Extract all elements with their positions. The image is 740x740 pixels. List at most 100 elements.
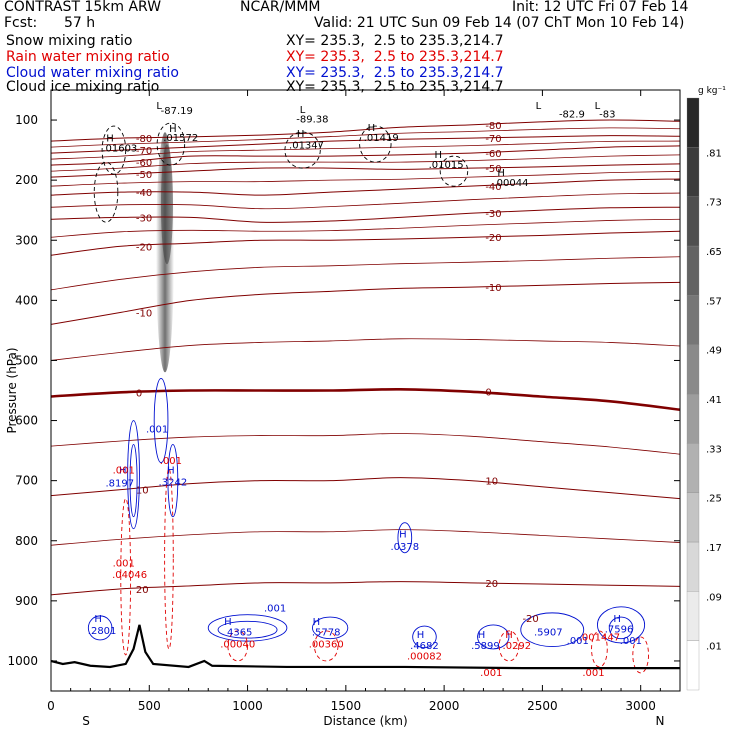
- contour-annotation: .001: [113, 559, 135, 570]
- contour-annotation: L: [536, 101, 542, 112]
- colorbar-swatch: [686, 492, 700, 543]
- legend-snow-xy: XY= 235.3, 2.5 to 235.3,214.7: [286, 33, 504, 49]
- temperature-contour-label: -80: [485, 121, 501, 132]
- contour-annotation: .04046: [112, 570, 147, 581]
- rain-contour: [120, 498, 132, 656]
- temperature-contour: [51, 230, 680, 256]
- cloud-water-contour: [608, 616, 634, 640]
- temperature-contour-label: 20: [136, 585, 149, 596]
- snow-contour: [439, 155, 469, 187]
- temperature-contour-label: -10: [136, 308, 152, 319]
- temperature-contour: [51, 178, 680, 196]
- cloud-water-contour: [412, 625, 437, 649]
- legend-cloudice-xy: XY= 235.3, 2.5 to 235.3,214.7: [286, 79, 504, 95]
- y-tick-label: 800: [15, 534, 38, 548]
- colorbar-label: .25: [706, 494, 722, 505]
- x-tick-label: 2000: [429, 699, 460, 713]
- temperature-contour-label: 10: [485, 477, 498, 488]
- temperature-contour-label: 10: [136, 486, 149, 497]
- contour-annotation: H: [497, 168, 505, 179]
- contour-annotation: H: [417, 630, 425, 641]
- temperature-contour-minor: [51, 338, 680, 361]
- contour-annotation: -87.19: [161, 106, 193, 117]
- snow-contour: [156, 122, 186, 166]
- y-tick-label: 600: [15, 414, 38, 428]
- legend-cloudice-name: Cloud ice mixing ratio: [6, 79, 160, 95]
- contour-annotation: H: [169, 124, 177, 135]
- colorbar-label: .09: [706, 592, 722, 603]
- contour-annotation: .001: [620, 636, 642, 647]
- contour-annotation: .001: [480, 668, 502, 679]
- contour-annotation: -20: [522, 614, 538, 625]
- colorbar-swatch: [686, 295, 700, 345]
- y-tick-label: 700: [15, 474, 38, 488]
- colorbar-label: .41: [706, 395, 722, 406]
- contour-annotation: H: [297, 129, 305, 140]
- header-model: CONTRAST 15km ARW: [4, 0, 162, 15]
- contour-annotation: H: [613, 614, 621, 625]
- contour-annotation: .01603: [102, 143, 137, 154]
- axes: 0 500 1000 1500 2000 2500 30001002003004005006…: [5, 90, 681, 728]
- contour-annotation: .001: [264, 604, 286, 615]
- header-valid: Valid: 21 UTC Sun 09 Feb 14 (07 ChT Mon …: [314, 15, 685, 31]
- temperature-contour-minor: [51, 256, 680, 291]
- temperature-contour: [51, 281, 680, 325]
- colorbar-swatch: [686, 344, 700, 395]
- colorbar-label: .81: [706, 148, 722, 159]
- temperature-contour: [51, 477, 680, 500]
- contour-annotation: .3242: [159, 477, 188, 488]
- contour-annotation: H: [368, 123, 376, 134]
- colorbar-swatch: [686, 196, 700, 247]
- contour-annotation: .0292: [503, 641, 532, 652]
- header-fcst-label: Fcst:: [4, 15, 38, 31]
- y-tick-label: 100: [15, 113, 38, 127]
- contour-annotation: -82.9: [559, 110, 585, 121]
- y-tick-label: 1000: [7, 654, 38, 668]
- colorbar-swatch: [686, 393, 700, 444]
- cloud-water-contour: [477, 624, 510, 650]
- colorbar-swatch: [686, 147, 700, 197]
- terrain-profile: [51, 624, 680, 670]
- temperature-contour-label: 20: [485, 579, 498, 590]
- contour-annotation: .4682: [410, 641, 439, 652]
- contour-annotation: .5899: [471, 641, 500, 652]
- temperature-contour-label: -80: [136, 134, 152, 145]
- y-tick-label: 900: [15, 594, 38, 608]
- temperature-contour-minor: [51, 171, 680, 187]
- contour-annotation: .00082: [407, 652, 442, 663]
- contour-annotation: .8197: [105, 479, 134, 490]
- temperature-contour-minor: [51, 192, 680, 210]
- cloud-water-contour: [167, 444, 179, 518]
- contour-annotation: H: [313, 617, 321, 628]
- temperature-contour-label: -70: [485, 134, 501, 145]
- contour-annotation: -83: [599, 110, 615, 121]
- colorbar-swatch: [686, 443, 700, 493]
- cloud-water-contour: [397, 522, 413, 554]
- x-tick-label: 500: [138, 699, 161, 713]
- temperature-contour: [51, 581, 680, 596]
- contour-annotation: H: [119, 465, 127, 476]
- contour-annotation: H: [94, 614, 102, 625]
- cloud-water-contour: [129, 444, 138, 518]
- colorbar-label: .33: [706, 444, 722, 455]
- contour-annotation: -89.38: [296, 114, 328, 125]
- legend-rain-xy: XY= 235.3, 2.5 to 235.3,214.7: [286, 49, 504, 65]
- temperature-contour-label: -50: [485, 164, 501, 175]
- colorbar-label: .49: [706, 346, 722, 357]
- temperature-contour: [51, 206, 680, 223]
- temperature-contour: [51, 145, 680, 166]
- x-tick-label: 3000: [625, 699, 656, 713]
- colorbar-label: .65: [706, 247, 722, 258]
- legend-snow-name: Snow mixing ratio: [6, 33, 133, 49]
- rain-contour: [498, 630, 520, 662]
- contour-annotation: H: [434, 150, 442, 161]
- x-end-label-left: S: [82, 714, 90, 728]
- temperature-contour-minor: [51, 140, 680, 160]
- colorbar-label: .17: [706, 543, 722, 554]
- temperature-contour-label: -60: [136, 158, 152, 169]
- contour-annotation: .001: [160, 456, 182, 467]
- temperature-contour-label: -30: [485, 209, 501, 220]
- contour-annotation: .0378: [390, 542, 419, 553]
- x-end-label-right: N: [656, 714, 665, 728]
